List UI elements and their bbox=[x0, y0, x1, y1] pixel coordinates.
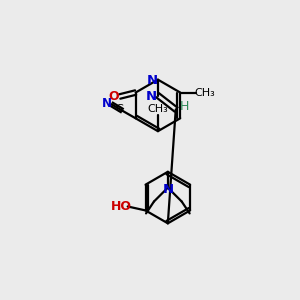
Text: N: N bbox=[162, 183, 173, 196]
Text: O: O bbox=[109, 90, 119, 103]
Text: HO: HO bbox=[111, 200, 132, 213]
Text: CH₃: CH₃ bbox=[148, 104, 168, 114]
Text: N: N bbox=[102, 97, 112, 110]
Text: CH₃: CH₃ bbox=[195, 88, 215, 98]
Text: N: N bbox=[146, 90, 157, 103]
Text: C: C bbox=[115, 104, 123, 114]
Text: H: H bbox=[180, 100, 189, 113]
Text: N: N bbox=[146, 74, 158, 87]
